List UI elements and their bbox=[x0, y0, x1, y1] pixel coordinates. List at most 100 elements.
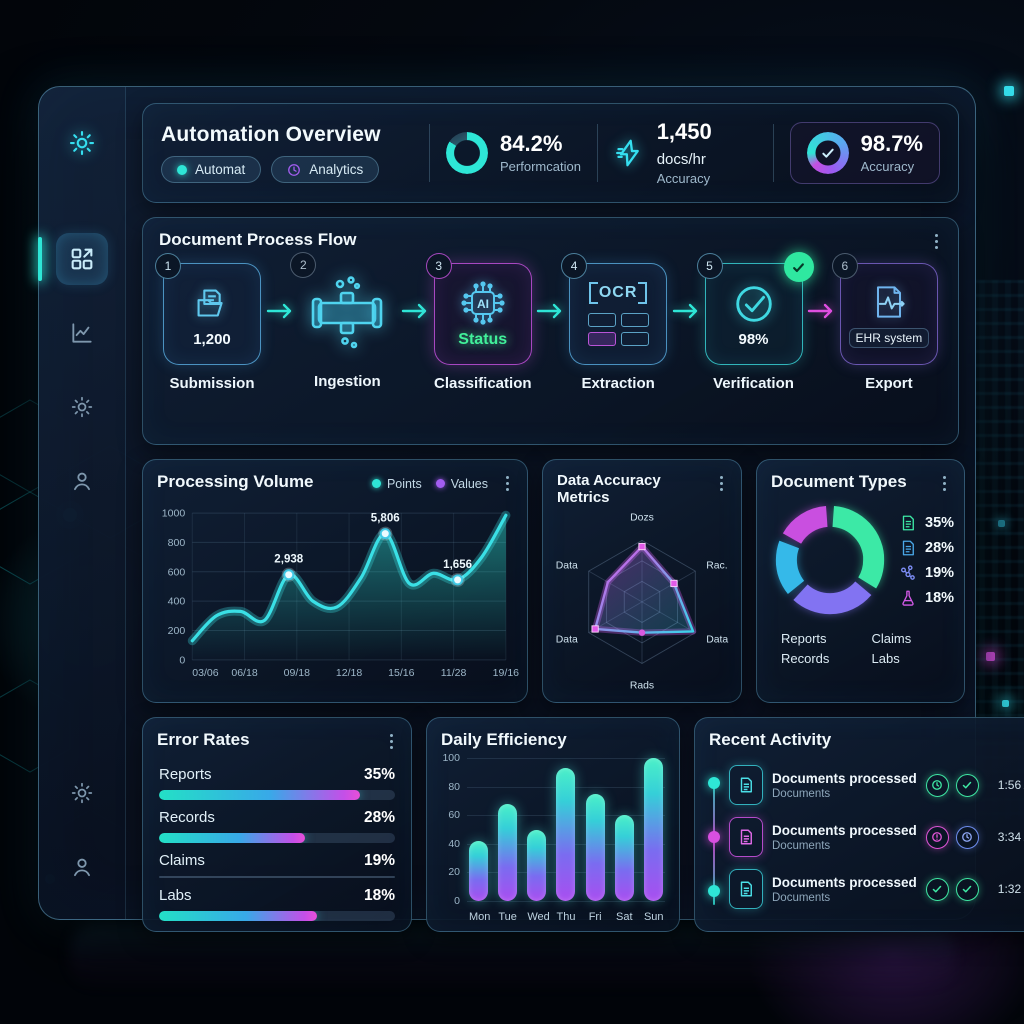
tab-automat[interactable]: Automat bbox=[161, 156, 262, 183]
svg-text:400: 400 bbox=[168, 596, 186, 608]
error-rate-row: Claims 19% bbox=[159, 852, 395, 878]
check-badge-icon bbox=[925, 877, 949, 901]
progress-bar bbox=[159, 833, 395, 843]
document-icon bbox=[740, 777, 752, 793]
recent-activity-card: Recent Activity Documents processed D bbox=[694, 717, 1024, 932]
step-detail: Status bbox=[458, 331, 508, 348]
gear-icon[interactable] bbox=[56, 117, 108, 169]
flow-step-ingestion[interactable]: 2 Ingestion bbox=[290, 252, 400, 390]
activity-item[interactable]: Documents processed Documents 1:56 AM bbox=[729, 759, 1024, 811]
kebab-menu-icon[interactable] bbox=[502, 472, 513, 495]
y-axis-tick: 40 bbox=[448, 837, 460, 850]
svg-text:5,806: 5,806 bbox=[371, 513, 400, 525]
sidebar-item-settings[interactable] bbox=[56, 381, 108, 433]
legend-labs: Labs bbox=[871, 651, 900, 666]
ring-gauge-icon bbox=[446, 132, 488, 174]
document-icon bbox=[902, 515, 914, 530]
gridline bbox=[467, 758, 665, 759]
card-title: Error Rates bbox=[157, 730, 250, 749]
svg-text:Data: Data bbox=[556, 560, 578, 571]
activity-item[interactable]: Documents processed Documents 3:34 AM bbox=[729, 811, 1024, 863]
error-rates-card: Error Rates Reports 35% Records 28% bbox=[142, 717, 412, 932]
bar-chart[interactable]: 100 80 60 40 20 0 Mon Tue Wed Thu Fri Sat Sun bbox=[442, 752, 665, 923]
bar-mon[interactable] bbox=[469, 840, 488, 901]
flow-step-verification[interactable]: 5 98% Verification bbox=[696, 252, 814, 392]
metric-label: Accuracy bbox=[860, 158, 915, 174]
svg-text:Rac.: Rac. bbox=[706, 560, 727, 571]
sidebar-item-analytics[interactable] bbox=[56, 307, 108, 359]
step-label: Submission bbox=[169, 375, 255, 392]
sidebar-item-settings-bottom[interactable] bbox=[56, 767, 108, 819]
divider bbox=[772, 124, 774, 182]
kebab-menu-icon[interactable] bbox=[931, 230, 942, 253]
daily-efficiency-card: Daily Efficiency 100 80 60 40 20 0 Mon Tue Wed T… bbox=[426, 717, 680, 932]
step-label: Ingestion bbox=[314, 373, 381, 390]
svg-text:200: 200 bbox=[168, 625, 186, 637]
kebab-menu-icon[interactable] bbox=[386, 730, 397, 753]
svg-text:15/16: 15/16 bbox=[388, 667, 415, 679]
svg-text:Data: Data bbox=[556, 635, 578, 646]
timeline-decoration bbox=[713, 781, 715, 905]
x-axis-tick: Thu bbox=[556, 911, 576, 923]
sidebar-item-account-bottom[interactable] bbox=[56, 841, 108, 893]
error-rate-row: Labs 18% bbox=[159, 887, 395, 921]
tab-label: Analytics bbox=[309, 162, 364, 177]
step-number-badge: 2 bbox=[290, 252, 317, 278]
x-axis-tick: Fri bbox=[588, 911, 602, 923]
bar-wed[interactable] bbox=[527, 829, 547, 901]
step-detail: 98% bbox=[738, 330, 769, 348]
svg-text:09/18: 09/18 bbox=[284, 667, 311, 679]
bar-sun[interactable] bbox=[643, 758, 663, 901]
legend-claims: Claims bbox=[871, 631, 912, 646]
arrow-right-icon bbox=[266, 301, 294, 321]
flow-step-classification[interactable]: 3 AI Status C bbox=[425, 253, 536, 392]
line-chart[interactable]: 1000 800 600 400 200 0 03/06 06/18 09/18 12/18 15/… bbox=[149, 497, 521, 694]
flow-step-export[interactable]: 6 EHR system Export bbox=[831, 253, 942, 392]
doc-type-stat: 18% bbox=[899, 589, 954, 607]
flow-step-submission[interactable]: 1 1,200 Submission bbox=[155, 253, 265, 392]
y-axis-tick: 80 bbox=[448, 780, 460, 793]
ocr-fields-decoration bbox=[587, 313, 649, 346]
verified-check-badge-icon bbox=[783, 252, 814, 282]
check-badge-icon bbox=[955, 877, 979, 901]
metric-label: Performcation bbox=[500, 158, 581, 174]
bar-tue[interactable] bbox=[498, 803, 518, 901]
arrow-right-icon bbox=[536, 301, 564, 321]
arrow-right-icon bbox=[401, 301, 429, 321]
timeline-dot bbox=[708, 831, 720, 843]
step-detail: EHR system bbox=[848, 328, 930, 348]
progress-bar bbox=[159, 911, 395, 921]
svg-text:11/28: 11/28 bbox=[441, 667, 467, 679]
flow-step-extraction[interactable]: 4 OCR Extraction bbox=[561, 253, 671, 392]
kebab-menu-icon[interactable] bbox=[939, 472, 950, 495]
bar-fri[interactable] bbox=[585, 793, 605, 901]
error-rate-row: Reports 35% bbox=[159, 766, 395, 800]
doc-type-stat: 28% bbox=[899, 539, 954, 557]
activity-item[interactable]: Documents processed Documents 1:32 AM bbox=[729, 863, 1024, 915]
glow-dot-decoration bbox=[986, 652, 995, 661]
radar-chart[interactable]: Dozs Rac. Data Rads Data Data bbox=[547, 506, 737, 696]
doc-type-stat: 35% bbox=[899, 514, 954, 532]
metric-accuracy: 98.7% Accuracy bbox=[789, 122, 940, 184]
page-title: Automation Overview bbox=[161, 123, 381, 146]
donut-chart[interactable] bbox=[767, 497, 893, 623]
sidebar-item-profile[interactable] bbox=[56, 455, 108, 507]
clock-badge-icon bbox=[955, 825, 979, 849]
bar-sat[interactable] bbox=[614, 815, 634, 901]
gridline bbox=[467, 901, 665, 902]
panel-reflection-decoration bbox=[70, 922, 954, 992]
legend-points: Points bbox=[371, 477, 422, 491]
header-card: Automation Overview Automat Analytics bbox=[142, 103, 959, 203]
sidebar-item-dashboard[interactable] bbox=[38, 233, 108, 285]
tab-analytics[interactable]: Analytics bbox=[271, 156, 380, 183]
metric-value: 84.2% bbox=[500, 131, 563, 157]
glow-dot-decoration bbox=[998, 520, 1005, 527]
gear-icon bbox=[71, 396, 93, 418]
svg-text:600: 600 bbox=[168, 566, 186, 578]
card-title: Processing Volume bbox=[157, 472, 314, 491]
kebab-menu-icon[interactable] bbox=[716, 472, 727, 495]
card-title: Document Process Flow bbox=[159, 230, 357, 249]
bar-thu[interactable] bbox=[556, 768, 576, 901]
x-axis-tick: Wed bbox=[527, 911, 550, 923]
